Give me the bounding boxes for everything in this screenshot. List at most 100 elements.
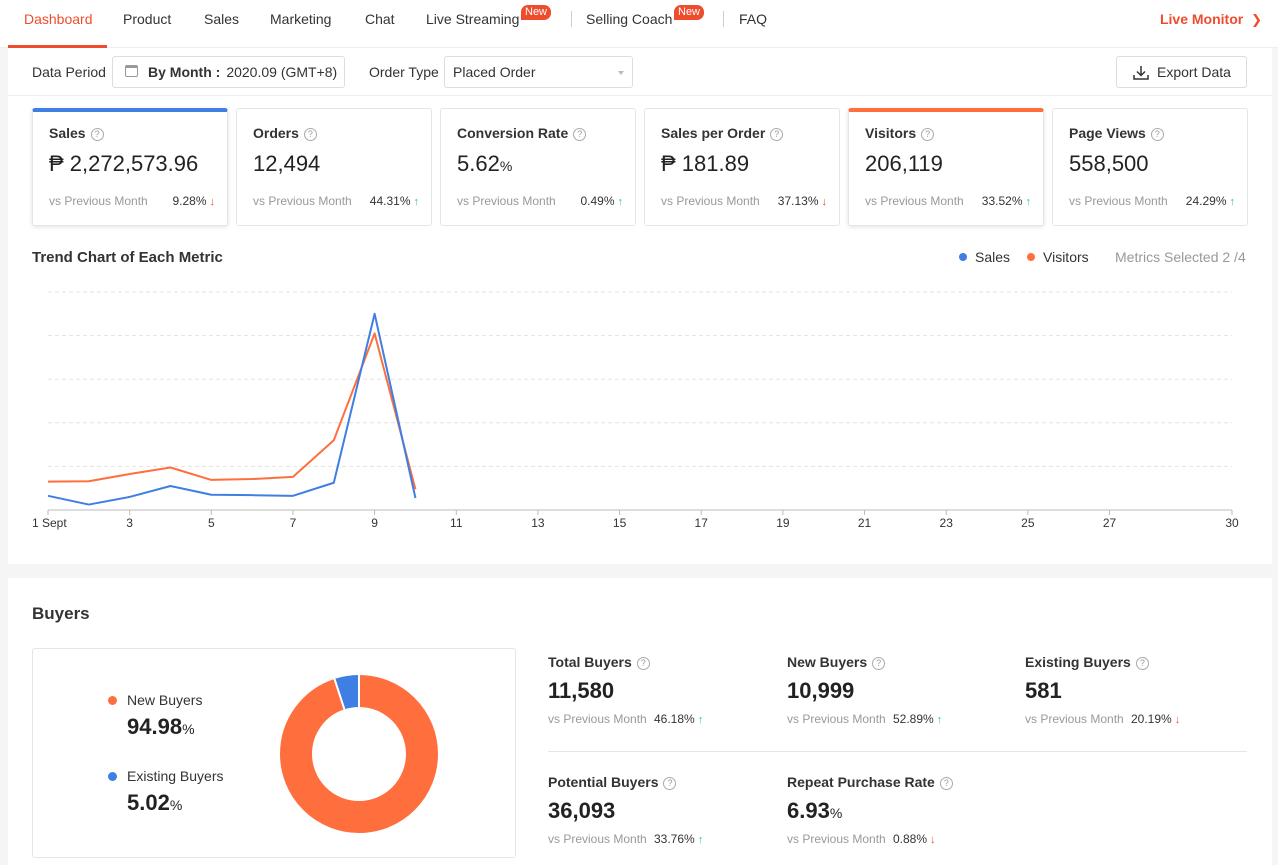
change-text: 33.76% [654,832,695,846]
buyers-donut-chart [280,675,438,833]
help-icon[interactable]: ? [636,657,650,670]
comparison-label: vs Previous Month [1025,712,1124,726]
legend-dot [108,772,117,781]
legend-label: Existing Buyers [127,768,224,784]
metric-unit: % [499,158,513,174]
x-tick-label: 11 [450,516,463,530]
metric-title: Orders? [253,125,317,141]
buyer-metric-title-text: Total Buyers [548,654,632,670]
x-tick-label: 17 [695,516,709,530]
x-tick-label: 21 [858,516,872,530]
metric-title-text: Orders [253,125,299,141]
metric-title-text: Visitors [865,125,917,141]
arrow-up-icon: ↑ [617,196,624,208]
metric-card-conversion-rate[interactable]: Conversion Rate? 5.62% vs Previous Month 0.… [440,108,636,226]
change-text: 46.18% [654,712,695,726]
metric-title-text: Conversion Rate [457,125,569,141]
tab-dashboard[interactable]: Dashboard [24,11,93,27]
help-icon[interactable]: ? [921,128,935,141]
legend-label: Sales [975,249,1011,265]
help-icon[interactable]: ? [1135,657,1149,670]
metric-title-text: Sales [49,125,86,141]
legend-label: Visitors [1043,249,1089,265]
x-tick-label: 19 [776,516,790,530]
help-icon[interactable]: ? [770,128,784,141]
top-nav: Dashboard Product Sales Marketing Chat L… [0,0,1278,48]
change-text: 33.52% [981,194,1023,208]
tab-live-streaming[interactable]: Live Streaming [426,11,520,27]
x-tick-label: 15 [613,516,627,530]
metric-title: Conversion Rate? [457,125,587,141]
x-tick-label: 5 [208,516,215,530]
legend-item-sales[interactable]: Sales [959,249,1010,265]
metric-card-sales-per-order[interactable]: Sales per Order? ₱ 181.89 vs Previous Mont… [644,108,840,226]
tab-chat[interactable]: Chat [365,11,395,27]
tab-marketing[interactable]: Marketing [270,11,332,27]
metric-title: Sales per Order? [661,125,784,141]
data-period-label: Data Period [32,64,106,80]
help-icon[interactable]: ? [1150,128,1164,141]
help-icon[interactable]: ? [939,777,953,790]
share-value: 5.02 [127,790,170,815]
tab-faq[interactable]: FAQ [739,11,768,27]
legend-dot [108,696,117,705]
live-monitor-label: Live Monitor [1159,11,1244,27]
buyer-metric-title-text: Repeat Purchase Rate [787,774,935,790]
metric-value: 206,119 [865,151,943,177]
metric-value-text: 5.62 [457,151,500,176]
period-value: 2020.09 (GMT+8) [226,64,338,80]
buyers-divider [548,751,1247,752]
comparison-label: vs Previous Month [787,832,886,846]
buyer-metric-value-text: 10,999 [787,678,855,703]
metric-value-text: ₱ 181.89 [661,151,750,176]
arrow-up-icon: ↑ [1025,196,1032,208]
change-value: 20.19% ↓ [1131,712,1180,726]
legend-item-visitors[interactable]: Visitors [1027,249,1089,265]
help-icon[interactable]: ? [663,777,677,790]
buyer-metric-value-text: 581 [1025,678,1062,703]
order-type-value: Placed Order [453,64,536,80]
order-type-select[interactable]: Placed Order [444,56,633,88]
buyer-metric-title-text: Potential Buyers [548,774,659,790]
buyer-metric-title-text: Existing Buyers [1025,654,1131,670]
tab-selling-coach[interactable]: Selling Coach [586,11,673,27]
change-text: 37.13% [777,194,819,208]
arrow-up-icon: ↑ [936,714,943,726]
filter-bar: Data Period By Month : 2020.09 (GMT+8) Or… [8,48,1272,96]
help-icon[interactable]: ? [872,657,886,670]
metric-card-page-views[interactable]: Page Views? 558,500 vs Previous Month 24.29… [1052,108,1248,226]
comparison-label: vs Previous Month [865,194,964,208]
arrow-down-icon: ↓ [209,196,216,208]
help-icon[interactable]: ? [90,128,104,141]
live-monitor-link[interactable]: Live Monitor ❯ [1160,0,1262,39]
x-tick-label: 27 [1103,516,1117,530]
change-value: 46.18% ↑ [654,712,703,726]
buyer-metric-value: 6.93% [787,798,842,824]
comparison-label: vs Previous Month [548,712,647,726]
period-picker[interactable]: By Month : 2020.09 (GMT+8) [112,56,345,88]
donut-slice-new-buyers[interactable] [280,675,438,833]
x-tick-label: 7 [290,516,297,530]
tab-sales[interactable]: Sales [204,11,240,27]
change-text: 9.28% [172,194,207,208]
share-value: 94.98 [127,714,183,739]
nav-divider [571,11,572,27]
comparison-label: vs Previous Month [787,712,886,726]
help-icon[interactable]: ? [303,128,317,141]
metric-card-visitors[interactable]: Visitors? 206,119 vs Previous Month 33.52% ↑ [848,108,1044,226]
series-line-visitors[interactable] [47,332,417,490]
buyer-metric-value: 10,999 [787,678,854,704]
metric-card-sales[interactable]: Sales? ₱ 2,272,573.96 vs Previous Month 9.2… [32,108,228,226]
export-data-button[interactable]: Export Data [1116,56,1247,88]
x-tick-label: 1 Sept [32,516,67,530]
help-icon[interactable]: ? [573,128,587,141]
caret-down-icon [618,71,624,75]
comparison-label: vs Previous Month [49,194,148,208]
metric-card-orders[interactable]: Orders? 12,494 vs Previous Month 44.31% ↑ [236,108,432,226]
buyer-metric-title-text: New Buyers [787,654,868,670]
tab-product[interactable]: Product [123,11,172,27]
legend-label: New Buyers [127,692,203,708]
metric-title-text: Page Views [1069,125,1146,141]
x-tick-label: 13 [531,516,545,530]
series-line-sales[interactable] [47,312,417,506]
